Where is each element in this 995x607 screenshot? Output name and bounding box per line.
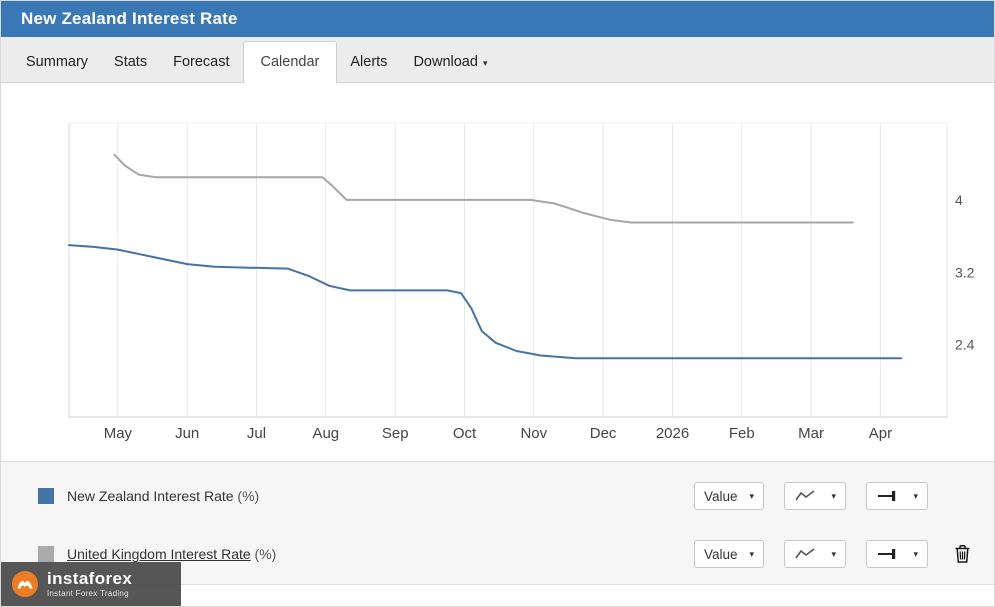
tab-download-label: Download	[413, 54, 478, 70]
chart-svg: May Jun Jul Aug Sep Oct Nov Dec 2026 Feb Mar Apr 2.4…	[68, 122, 975, 442]
tab-forecast[interactable]: Forecast	[173, 54, 230, 70]
x-axis-tick-label: Nov	[520, 425, 547, 442]
series-controls: Value ▾ ▾ ▾	[694, 540, 976, 568]
x-axis-tick-label: Aug	[312, 425, 339, 442]
value-dropdown[interactable]: Value ▾	[694, 482, 764, 510]
chevron-down-icon: ▾	[913, 548, 918, 559]
x-axis-tick-label: Apr	[869, 425, 892, 442]
x-axis-tick-label: Jul	[247, 425, 266, 442]
series-label-new-zealand[interactable]: New Zealand Interest Rate (%)	[67, 488, 260, 504]
x-axis-tick-label: Sep	[382, 425, 409, 442]
tab-alerts[interactable]: Alerts	[350, 54, 388, 70]
line-chart-icon	[794, 489, 816, 503]
x-axis-tick-label: Dec	[590, 425, 617, 442]
value-dropdown[interactable]: Value ▾	[694, 540, 764, 568]
legend-row-united-kingdom: United Kingdom Interest Rate (%) Value ▾ …	[38, 536, 976, 572]
chevron-down-icon: ▾	[913, 490, 918, 501]
header: New Zealand Interest Rate	[1, 1, 994, 37]
x-axis-tick-label: Jun	[175, 425, 199, 442]
chevron-down-icon: ▾	[482, 58, 488, 68]
chevron-down-icon: ▾	[831, 490, 836, 501]
series-color-swatch	[38, 546, 54, 562]
line-chart-icon	[794, 547, 816, 561]
legend-row-new-zealand: New Zealand Interest Rate (%) Value ▾ ▾ ▾	[38, 478, 976, 514]
chevron-down-icon: ▾	[749, 490, 754, 501]
series-line-1	[113, 153, 854, 224]
delete-series-button[interactable]	[952, 542, 973, 566]
series-label-united-kingdom[interactable]: United Kingdom Interest Rate (%)	[67, 546, 277, 562]
watermark-brand: instaforex	[47, 569, 133, 588]
bottom-strip	[1, 585, 994, 606]
x-axis-tick-label: May	[104, 425, 133, 442]
x-axis-tick-label: Mar	[798, 425, 824, 442]
series-line-0	[68, 244, 903, 360]
y-axis-tick-label: 4	[955, 192, 963, 208]
instaforex-watermark: instaforex Instant Forex Trading	[1, 562, 181, 606]
series-controls: Value ▾ ▾ ▾	[694, 482, 976, 510]
line-style-dropdown[interactable]: ▾	[866, 482, 928, 510]
chart-type-dropdown[interactable]: ▾	[784, 482, 846, 510]
y-axis-tick-label: 3.2	[955, 264, 975, 280]
tab-calendar[interactable]: Calendar	[242, 41, 338, 83]
x-axis-tick-label: Feb	[729, 425, 755, 442]
line-style-dropdown[interactable]: ▾	[866, 540, 928, 568]
page-title: New Zealand Interest Rate	[21, 9, 238, 28]
tab-bar: Summary Stats Forecast Calendar Alerts D…	[1, 37, 994, 83]
instaforex-logo-icon	[11, 570, 39, 598]
series-color-swatch	[38, 488, 54, 504]
chevron-down-icon: ▾	[749, 548, 754, 559]
x-axis-tick-label: Oct	[453, 425, 477, 442]
tab-summary[interactable]: Summary	[26, 54, 89, 70]
chevron-down-icon: ▾	[831, 548, 836, 559]
watermark-tagline: Instant Forex Trading	[47, 589, 129, 598]
watermark-text: instaforex Instant Forex Trading	[47, 570, 132, 598]
trash-icon	[954, 545, 971, 567]
line-style-icon	[876, 547, 898, 561]
interest-rate-chart[interactable]: May Jun Jul Aug Sep Oct Nov Dec 2026 Feb Mar Apr 2.4…	[1, 83, 994, 461]
chart-type-dropdown[interactable]: ▾	[784, 540, 846, 568]
line-style-icon	[876, 489, 898, 503]
y-axis-tick-label: 2.4	[955, 337, 975, 353]
x-axis-tick-label: 2026	[656, 425, 689, 442]
tab-stats[interactable]: Stats	[114, 54, 148, 70]
tab-download[interactable]: Download ▾	[400, 42, 500, 82]
